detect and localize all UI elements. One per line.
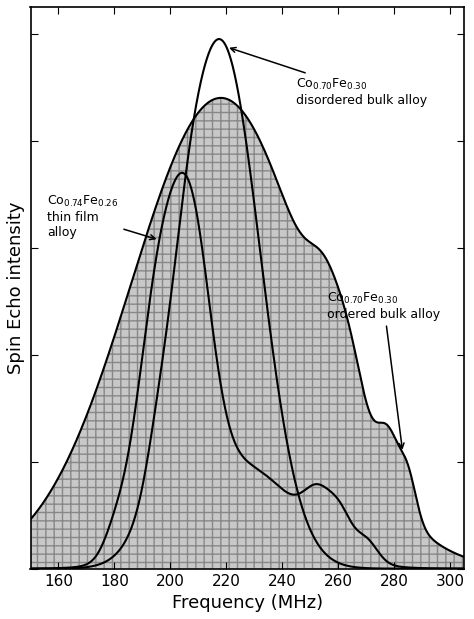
Y-axis label: Spin Echo intensity: Spin Echo intensity	[7, 202, 25, 374]
Text: Co$_{0.70}$Fe$_{0.30}$
ordered bulk alloy: Co$_{0.70}$Fe$_{0.30}$ ordered bulk allo…	[327, 290, 440, 448]
Text: Co$_{0.74}$Fe$_{0.26}$
thin film
alloy: Co$_{0.74}$Fe$_{0.26}$ thin film alloy	[47, 194, 155, 240]
X-axis label: Frequency (MHz): Frequency (MHz)	[172, 594, 323, 612]
Text: Co$_{0.70}$Fe$_{0.30}$
disordered bulk alloy: Co$_{0.70}$Fe$_{0.30}$ disordered bulk a…	[231, 48, 428, 106]
